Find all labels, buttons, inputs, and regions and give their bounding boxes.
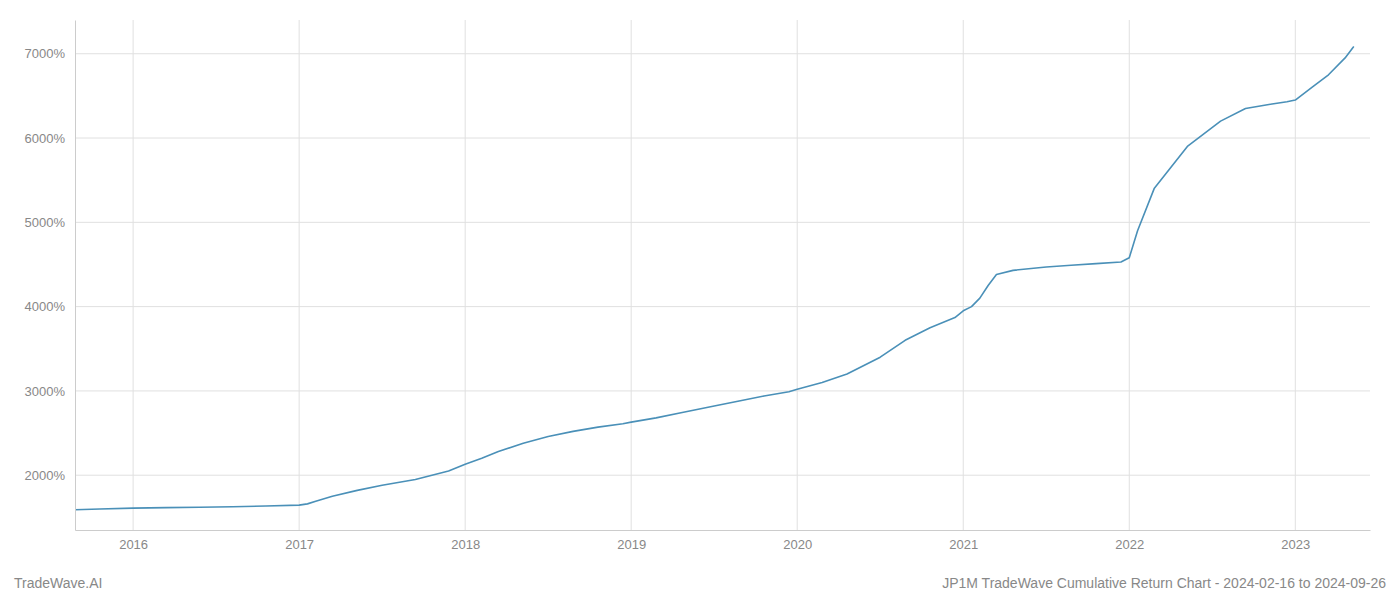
x-tick: 2019 <box>617 530 646 552</box>
x-grid-line <box>465 20 466 530</box>
y-axis: 2000% 3000% 4000% 5000% 6000% 7000% <box>25 21 76 531</box>
x-grid-line <box>797 20 798 530</box>
y-tick-label: 2000% <box>25 468 66 483</box>
x-grid-line <box>963 20 964 530</box>
y-tick: 4000% <box>25 299 75 314</box>
x-tick: 2016 <box>119 530 148 552</box>
x-tick-label: 2016 <box>119 537 148 552</box>
x-tick-label: 2018 <box>451 537 480 552</box>
x-tick-label: 2020 <box>783 537 812 552</box>
y-grid-line <box>75 53 1370 54</box>
y-tick: 2000% <box>25 468 75 483</box>
title: JP1M TradeWave Cumulative Return Chart -… <box>942 575 1386 591</box>
line <box>75 47 1353 510</box>
x-tick: 2022 <box>1115 530 1144 552</box>
y-grid-line <box>75 222 1370 223</box>
y-tick-label: 7000% <box>25 46 66 61</box>
x-grid-line <box>1129 20 1130 530</box>
x-axis-line <box>76 530 1371 531</box>
x-tick-label: 2019 <box>617 537 646 552</box>
x-tick-label: 2023 <box>1281 537 1310 552</box>
x-grid-line <box>299 20 300 530</box>
y-axis-line <box>75 21 76 531</box>
marks <box>75 47 1353 510</box>
x-axis: 2016 2017 2018 2019 2020 2021 2022 2023 <box>76 530 1371 552</box>
x-tick-label: 2017 <box>285 537 314 552</box>
y-grid-line <box>75 390 1370 391</box>
y-tick: 7000% <box>25 46 75 61</box>
grid <box>75 20 1370 530</box>
x-grid-line <box>133 20 134 530</box>
x-tick-label: 2021 <box>949 537 978 552</box>
x-tick: 2017 <box>285 530 314 552</box>
x-tick: 2020 <box>783 530 812 552</box>
plot-area: 2016 2017 2018 2019 2020 2021 2022 2023 2000% 300… <box>25 20 1371 552</box>
y-tick: 6000% <box>25 131 75 146</box>
x-tick: 2018 <box>451 530 480 552</box>
y-tick: 5000% <box>25 215 75 230</box>
chart: 2016 2017 2018 2019 2020 2021 2022 2023 2000% 300… <box>0 0 1400 600</box>
y-tick-label: 3000% <box>25 384 66 399</box>
x-grid-line <box>1295 20 1296 530</box>
y-tick-label: 5000% <box>25 215 66 230</box>
y-grid-line <box>75 475 1370 476</box>
y-grid-line <box>75 306 1370 307</box>
y-tick-label: 4000% <box>25 299 66 314</box>
y-tick: 3000% <box>25 384 75 399</box>
x-tick-label: 2022 <box>1115 537 1144 552</box>
x-tick: 2021 <box>949 530 978 552</box>
y-tick-label: 6000% <box>25 131 66 146</box>
x-grid-line <box>631 20 632 530</box>
watermark: TradeWave.AI <box>14 575 102 591</box>
y-grid-line <box>75 138 1370 139</box>
x-tick: 2023 <box>1281 530 1310 552</box>
